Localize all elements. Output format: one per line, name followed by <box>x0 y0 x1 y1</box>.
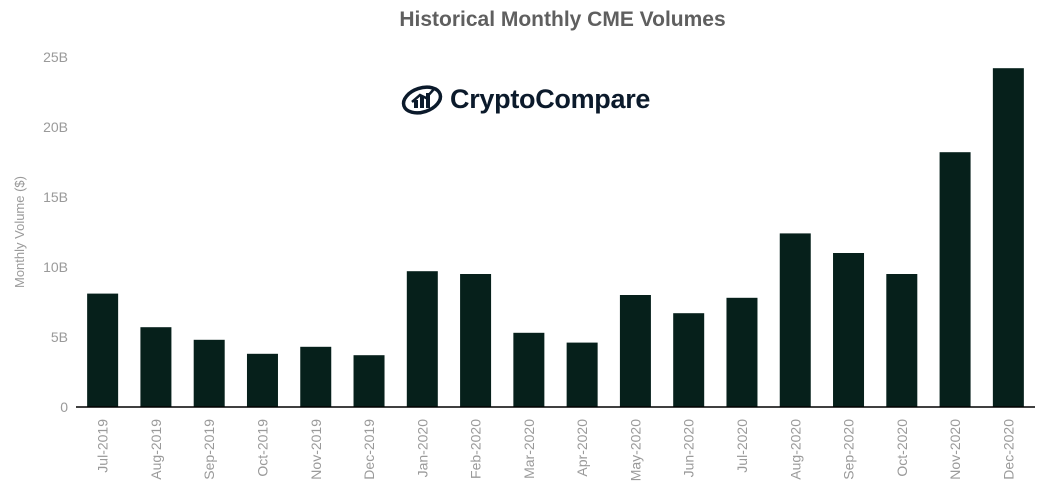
x-tick-label: Mar-2020 <box>521 419 537 479</box>
x-tick-label: Oct-2020 <box>894 419 910 477</box>
x-tick-label: Dec-2020 <box>1000 419 1016 480</box>
x-tick-label: Jul-2020 <box>734 419 750 473</box>
y-tick-label: 25B <box>43 49 68 65</box>
bar <box>992 68 1024 407</box>
chart-title: Historical Monthly CME Volumes <box>399 8 726 31</box>
y-tick-label: 20B <box>43 119 68 135</box>
x-tick-label: Sep-2020 <box>841 419 857 480</box>
x-tick-label: Jun-2020 <box>681 419 697 478</box>
x-tick-label: Jul-2019 <box>95 419 111 473</box>
y-tick-label: 15B <box>43 189 68 205</box>
bar <box>619 295 651 407</box>
bar <box>726 297 758 407</box>
chart-cloud-icon <box>401 85 443 115</box>
x-tick-label: Aug-2019 <box>148 419 164 480</box>
bar <box>513 332 545 407</box>
bar <box>779 233 811 407</box>
x-tick-label: Oct-2019 <box>254 419 270 477</box>
cryptocompare-logo: CryptoCompare <box>400 80 650 118</box>
y-tick-label: 5B <box>51 329 68 345</box>
bar <box>300 346 332 407</box>
bar <box>193 339 225 407</box>
x-tick-label: May-2020 <box>627 419 643 481</box>
x-tick-label: Aug-2020 <box>787 419 803 480</box>
y-tick-label: 0 <box>60 399 68 415</box>
bar <box>886 274 918 407</box>
bar <box>406 271 438 407</box>
x-tick-label: Nov-2020 <box>947 419 963 480</box>
x-tick-label: Apr-2020 <box>574 419 590 477</box>
x-tick-label: Dec-2019 <box>361 419 377 480</box>
bar <box>246 353 278 407</box>
y-axis-label: Monthly Volume ($) <box>12 176 27 288</box>
logo-text: CryptoCompare <box>450 83 651 114</box>
bar <box>140 327 172 407</box>
x-tick-label: Nov-2019 <box>308 419 324 480</box>
x-tick-label: Sep-2019 <box>201 419 217 480</box>
bar <box>460 274 492 407</box>
bar <box>673 313 705 407</box>
bar <box>87 293 119 407</box>
x-tick-label: Feb-2020 <box>468 419 484 479</box>
bar <box>939 152 971 407</box>
bar <box>566 342 598 407</box>
bar <box>833 253 865 407</box>
y-tick-label: 10B <box>43 259 68 275</box>
bar <box>353 355 385 407</box>
x-tick-label: Jan-2020 <box>414 419 430 478</box>
